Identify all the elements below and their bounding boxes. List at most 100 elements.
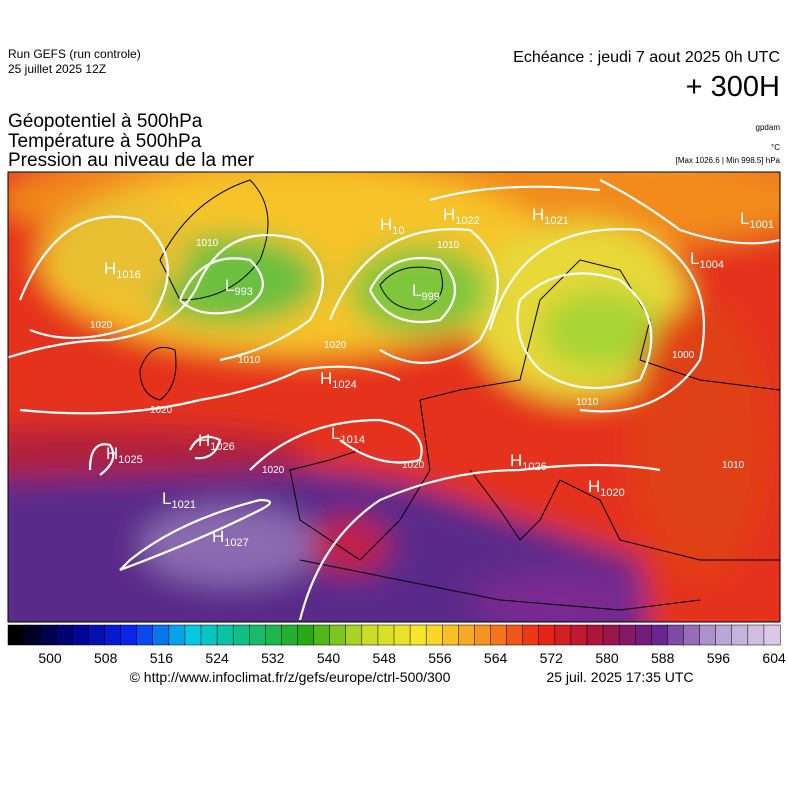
map: H1016 L993 L999 H10 H1022 H1021 L1001 L1…: [8, 172, 780, 622]
pressure-center: H1020: [588, 477, 625, 499]
colorbar-cell: [490, 624, 508, 646]
isobar-label: 1020: [324, 340, 347, 351]
colorbar-cell: [377, 624, 395, 646]
pressure-center: L1004: [690, 249, 724, 271]
colorbar-label: 580: [595, 650, 619, 666]
pressure-center: L1021: [162, 489, 196, 511]
echeance: Echéance : jeudi 7 aout 2025 0h UTC: [513, 49, 780, 66]
center-text: L: [331, 424, 340, 443]
pressure-center: H1024: [320, 369, 357, 391]
colorbar-cell: [763, 624, 781, 646]
isobar-label: 1010: [437, 240, 460, 251]
center-text: H: [380, 215, 392, 234]
title: Pression au niveau de la mer: [8, 150, 255, 171]
isobar-label: 1020: [262, 465, 285, 476]
isobar-label: 1020: [150, 405, 173, 416]
run: Run GEFS (run controle): [8, 47, 141, 61]
colorbar-cell: [458, 624, 475, 646]
center-text: L: [412, 281, 421, 300]
colorbar-cell: [747, 624, 765, 646]
isobar-label: 1010: [722, 460, 745, 471]
colorbar-cell: [88, 624, 106, 646]
center-text: 10: [392, 225, 404, 237]
center-text: H: [212, 527, 224, 546]
center-text: H: [588, 477, 600, 496]
colorbar-label: 540: [317, 650, 341, 666]
center-text: 1001: [749, 219, 773, 231]
colorbar-cell: [216, 624, 234, 646]
colorbar-cell: [23, 624, 41, 646]
center-text: H: [198, 431, 210, 450]
colorbar-cell: [56, 624, 73, 646]
colorbar-cell: [265, 624, 282, 646]
center-text: H: [510, 451, 522, 470]
colorbar-cell: [136, 624, 154, 646]
center-text: L: [225, 276, 234, 295]
center-text: 1024: [332, 379, 356, 391]
unit: [Max 1026.6 | Min 998.5] hPa: [676, 156, 781, 165]
colorbar-cell: [570, 624, 588, 646]
center-text: 1025: [118, 454, 142, 466]
center-text: 1021: [171, 499, 195, 511]
colorbar-cell: [7, 624, 25, 646]
center-text: H: [106, 444, 118, 463]
colorbar-label: 564: [484, 650, 508, 666]
isobar-label: 1010: [196, 238, 219, 249]
colorbar-label: 588: [651, 650, 675, 666]
center-text: 993: [234, 286, 252, 298]
colorbar-cell: [281, 624, 299, 646]
title: Géopotentiel à 500hPa: [8, 111, 203, 132]
colorbar-cell: [425, 624, 443, 646]
colorbar-cell: [313, 624, 331, 646]
colorbar-cell: [538, 624, 556, 646]
colorbar-label: 604: [762, 650, 786, 666]
colorbar-label: 548: [373, 650, 397, 666]
colorbar-label: 500: [38, 650, 62, 666]
colorbar-cell: [442, 624, 459, 646]
colorbar-label: 596: [707, 650, 731, 666]
colorbar-label: 532: [261, 650, 285, 666]
run-date: 25 juillet 2025 12Z: [8, 62, 106, 76]
center-text: 1026: [522, 461, 546, 473]
colorbar-cell: [618, 624, 636, 646]
unit: °C: [771, 143, 780, 152]
center-text: L: [162, 489, 171, 508]
colorbar-cell: [393, 624, 411, 646]
lead: + 300H: [686, 71, 780, 103]
pressure-center: L993: [225, 276, 253, 298]
unit: gpdam: [756, 123, 781, 132]
colorbar-cell: [361, 624, 379, 646]
colorbar-cell: [200, 624, 218, 646]
colorbar-cell: [586, 624, 604, 646]
colorbar-cell: [72, 624, 89, 646]
isobar-label: 1010: [238, 355, 261, 366]
colorbar-cell: [345, 624, 363, 646]
pressure-center: L1001: [740, 209, 774, 231]
center-text: 1022: [455, 215, 479, 227]
map-frame: [7, 171, 781, 623]
colorbar-cell: [715, 624, 733, 646]
colorbar-label: 508: [94, 650, 118, 666]
pressure-center: L999: [412, 281, 440, 303]
colorbar-cell: [506, 624, 524, 646]
pressure-center: H1021: [532, 205, 569, 227]
center-text: L: [690, 249, 699, 268]
center-text: 1014: [340, 434, 364, 446]
footer-url: © http://www.infoclimat.fr/z/gefs/europe…: [130, 669, 451, 685]
colorbar-cell: [249, 624, 266, 646]
title: Température à 500hPa: [8, 131, 202, 152]
center-text: 1026: [210, 441, 234, 453]
isobar-label: 1020: [402, 460, 425, 471]
colorbar-cell: [635, 624, 652, 646]
colorbar-label: 556: [428, 650, 452, 666]
pressure-center: H1022: [443, 205, 480, 227]
pressure-center: H1016: [104, 259, 141, 281]
coastlines: [139, 179, 780, 611]
center-text: 1020: [600, 487, 624, 499]
footer-timestamp: 25 juil. 2025 17:35 UTC: [546, 669, 693, 685]
isobar-label: 1010: [576, 397, 599, 408]
colorbar-cell: [554, 624, 572, 646]
colorbar-cell: [297, 624, 315, 646]
colorbar-cell: [329, 624, 347, 646]
